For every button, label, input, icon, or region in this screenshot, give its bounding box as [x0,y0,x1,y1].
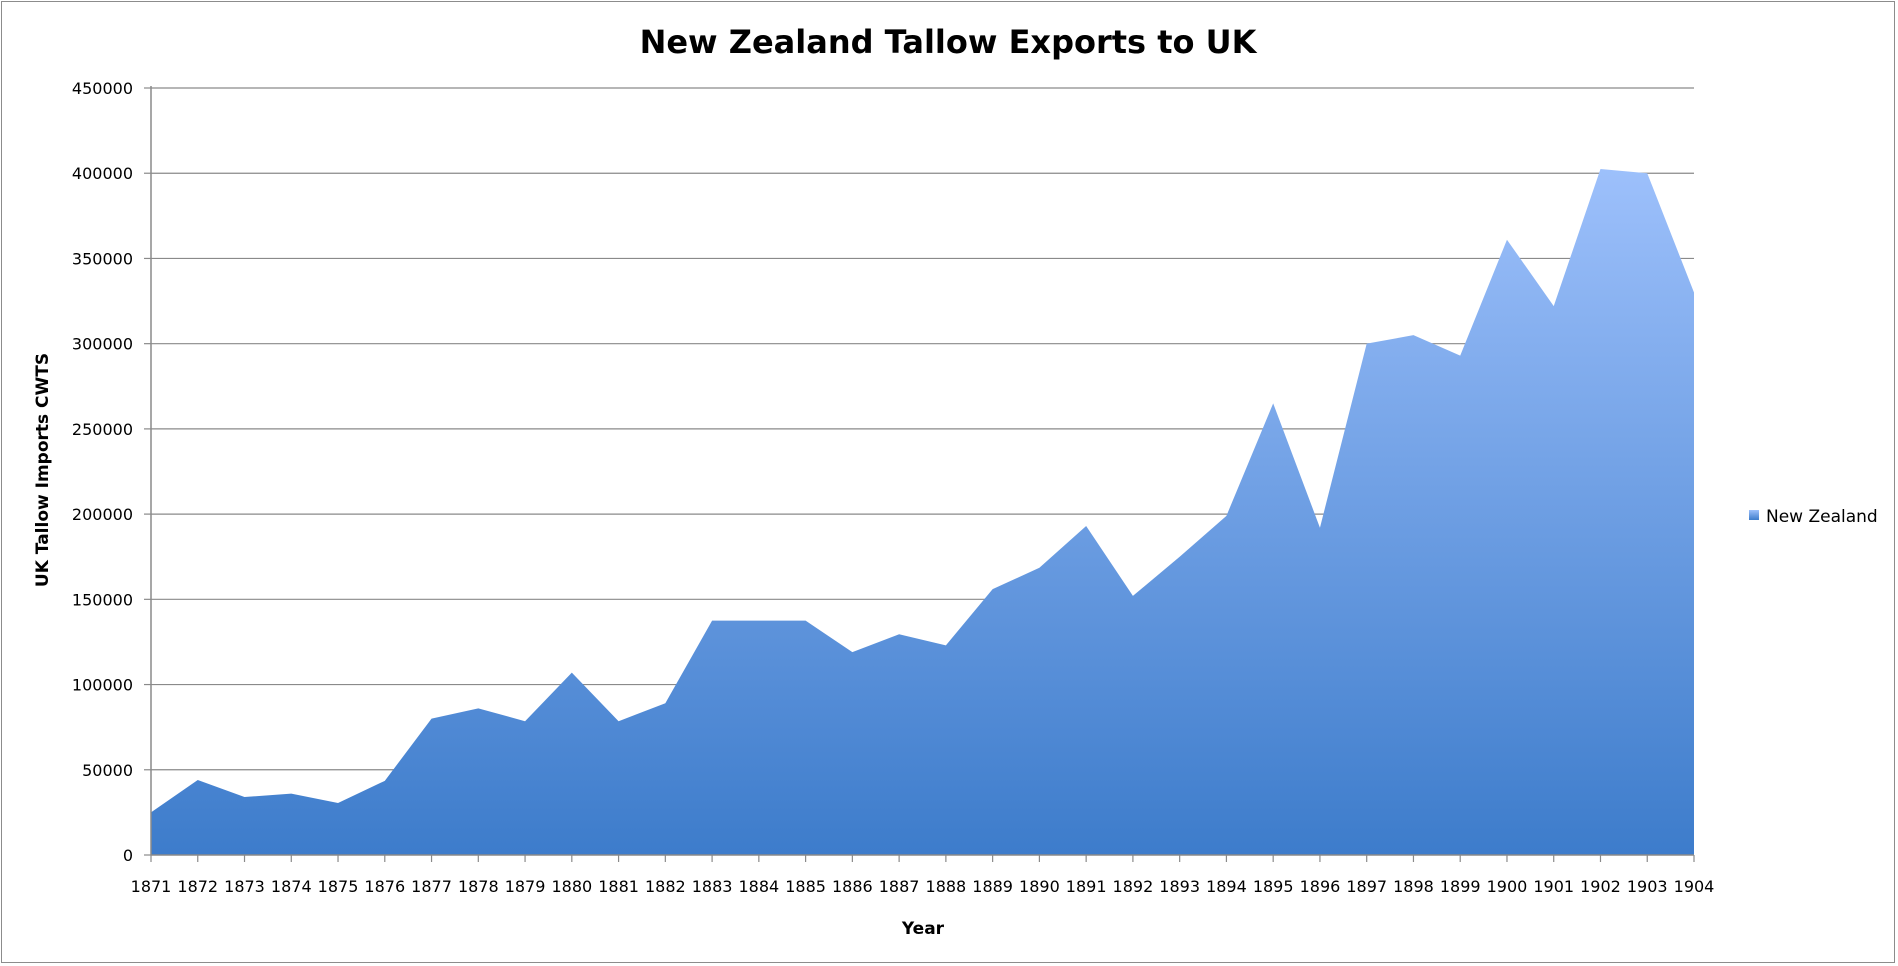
x-tick-label: 1876 [364,877,405,896]
legend-swatch [1749,510,1759,520]
x-tick-label: 1904 [1674,877,1715,896]
x-tick-label: 1875 [318,877,359,896]
legend-label: New Zealand [1766,507,1878,527]
x-tick-label: 1892 [1113,877,1154,896]
x-tick-label: 1885 [785,877,826,896]
x-axis-title: Year [901,919,945,939]
x-tick-label: 1888 [926,877,967,896]
y-axis-title: UK Tallow Imports CWTS [33,353,53,587]
x-tick-label: 1882 [645,877,686,896]
x-tick-label: 1893 [1159,877,1200,896]
x-tick-label: 1878 [458,877,499,896]
x-tick-label: 1880 [551,877,592,896]
axes [150,86,1694,856]
x-tick-label: 1881 [598,877,639,896]
chart-title: New Zealand Tallow Exports to UK [640,23,1258,61]
legend: New Zealand [1749,507,1878,527]
x-axis-ticks: 1871 1872 1873 1874 1875 1876 1877 1878 1879 1880… [131,855,1715,896]
series-area-new-zealand [151,168,1694,855]
y-tick-label: 200000 [72,505,133,524]
x-tick-label: 1884 [738,877,779,896]
x-tick-label: 1887 [879,877,920,896]
x-tick-label: 1890 [1019,877,1060,896]
y-tick-label: 50000 [82,761,133,780]
x-tick-label: 1883 [692,877,733,896]
x-tick-label: 1879 [505,877,546,896]
x-tick-label: 1872 [177,877,218,896]
x-tick-label: 1889 [972,877,1013,896]
y-tick-label: 400000 [72,164,133,183]
x-tick-label: 1896 [1300,877,1341,896]
x-tick-label: 1903 [1627,877,1668,896]
y-tick-label: 450000 [72,79,133,98]
x-tick-label: 1877 [411,877,452,896]
y-axis-ticks: 0 50000 100000 150000 200000 250000 300000 3500… [72,79,151,865]
y-tick-label: 300000 [72,335,133,354]
y-tick-label: 150000 [72,590,133,609]
x-tick-label: 1874 [271,877,312,896]
x-tick-label: 1897 [1346,877,1387,896]
x-tick-label: 1901 [1533,877,1574,896]
x-tick-label: 1871 [131,877,172,896]
plot-area [151,168,1694,855]
x-tick-label: 1873 [224,877,265,896]
x-tick-label: 1898 [1393,877,1434,896]
y-tick-label: 0 [123,846,133,865]
x-tick-label: 1891 [1066,877,1107,896]
y-tick-label: 100000 [72,676,133,695]
x-tick-label: 1902 [1580,877,1621,896]
x-tick-label: 1894 [1206,877,1247,896]
x-tick-label: 1900 [1487,877,1528,896]
x-tick-label: 1899 [1440,877,1481,896]
x-tick-label: 1886 [832,877,873,896]
y-tick-label: 350000 [72,249,133,268]
x-tick-label: 1895 [1253,877,1294,896]
y-tick-label: 250000 [72,420,133,439]
